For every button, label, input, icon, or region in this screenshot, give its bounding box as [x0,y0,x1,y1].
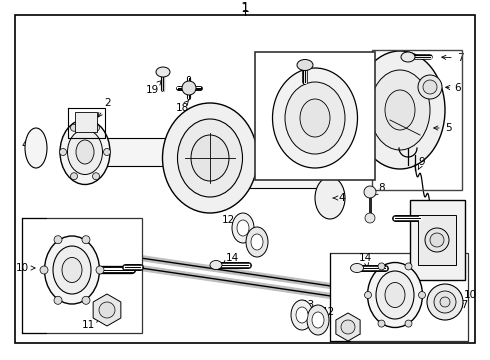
Ellipse shape [76,140,94,164]
Bar [75,112,97,132]
Circle shape [40,266,48,274]
Ellipse shape [300,99,330,137]
Circle shape [378,263,385,270]
Ellipse shape [191,135,229,181]
Ellipse shape [272,68,358,168]
Ellipse shape [370,70,430,150]
Ellipse shape [401,52,415,62]
Bar [410,200,465,280]
Ellipse shape [62,257,82,283]
Ellipse shape [385,283,405,307]
Text: 7: 7 [441,53,464,63]
Ellipse shape [285,82,345,154]
Text: 10: 10 [457,290,477,300]
Circle shape [365,213,375,223]
Ellipse shape [315,177,345,219]
Ellipse shape [60,120,110,184]
Text: 12: 12 [221,215,240,228]
Bar [418,215,456,265]
Text: 8: 8 [373,183,385,195]
Text: 15: 15 [450,215,466,225]
Ellipse shape [156,67,170,77]
Bar [330,253,468,341]
Ellipse shape [53,246,91,294]
Ellipse shape [246,227,268,257]
Circle shape [430,233,444,247]
Text: 5: 5 [434,123,451,133]
Bar [22,218,142,333]
Text: 19: 19 [146,80,162,95]
Circle shape [82,296,90,304]
Ellipse shape [312,312,324,328]
Circle shape [103,148,111,156]
Ellipse shape [296,307,308,323]
Ellipse shape [163,103,258,213]
Bar [372,50,462,190]
Ellipse shape [350,264,364,273]
Ellipse shape [210,261,222,270]
Ellipse shape [232,213,254,243]
Text: 2: 2 [98,98,111,117]
Circle shape [93,124,99,131]
Circle shape [364,186,376,198]
Ellipse shape [251,234,263,250]
Text: 4: 4 [333,193,345,203]
Text: 6: 6 [446,83,461,93]
Circle shape [434,291,456,313]
Text: 1: 1 [242,3,248,13]
Text: 13: 13 [301,300,315,310]
Text: 3: 3 [263,117,270,127]
Circle shape [71,124,77,131]
Ellipse shape [368,262,422,328]
Text: 18: 18 [175,100,189,113]
Bar [85,138,195,166]
Circle shape [59,148,67,156]
Circle shape [99,302,115,318]
Ellipse shape [355,51,445,169]
Text: 1: 1 [241,1,249,15]
Ellipse shape [45,236,99,304]
Circle shape [425,228,449,252]
Text: 16: 16 [418,205,446,217]
Circle shape [93,173,99,180]
Circle shape [423,80,437,94]
Circle shape [418,292,425,298]
Text: 13: 13 [242,230,258,242]
Ellipse shape [376,271,414,319]
Circle shape [96,266,104,274]
Text: 11: 11 [81,318,100,330]
Circle shape [418,75,442,99]
Circle shape [405,263,412,270]
Bar [255,52,375,180]
Circle shape [82,236,90,244]
Ellipse shape [307,305,329,335]
Ellipse shape [237,220,249,236]
Circle shape [378,320,385,327]
Text: 12: 12 [318,307,335,317]
Circle shape [427,284,463,320]
Ellipse shape [297,59,313,71]
Ellipse shape [177,119,243,197]
Circle shape [71,173,77,180]
Circle shape [365,292,371,298]
Circle shape [341,320,355,334]
Text: 11: 11 [348,327,362,337]
Ellipse shape [385,90,415,130]
Ellipse shape [291,300,313,330]
Text: 17: 17 [455,300,468,310]
Text: 4: 4 [22,140,35,150]
Circle shape [405,320,412,327]
Circle shape [54,236,62,244]
Text: 9: 9 [418,157,425,170]
Text: 14: 14 [222,253,239,265]
Text: 14: 14 [358,253,371,267]
Circle shape [54,296,62,304]
Circle shape [182,81,196,95]
Circle shape [440,297,450,307]
Ellipse shape [68,130,102,175]
Text: 10: 10 [16,263,35,273]
Ellipse shape [25,128,47,168]
Bar [248,166,338,188]
